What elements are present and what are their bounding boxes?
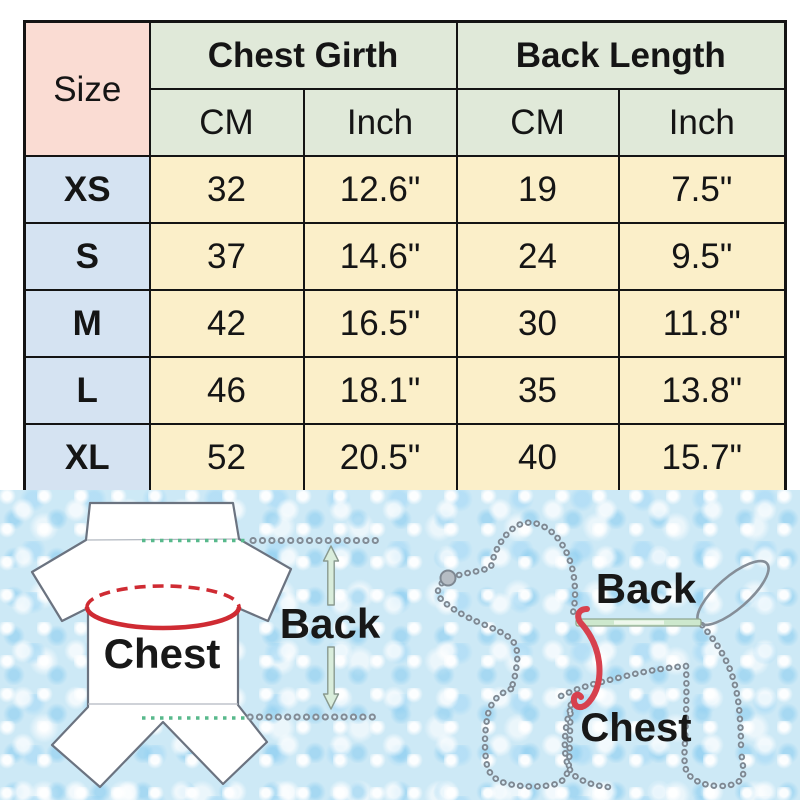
table-row: L 46 18.1" 35 13.8": [23, 356, 787, 425]
measurement-diagram-canvas: Chest Back Back Chest: [30, 501, 770, 800]
back-inch-cell: 9.5": [617, 222, 787, 291]
measurement-diagram: Chest Back Back Chest: [0, 490, 800, 800]
chest-cm-header: CM: [148, 88, 305, 157]
dog-chest-label: Chest: [580, 706, 691, 750]
chest-inch-cell: 12.6": [302, 155, 458, 224]
garment-chest-label: Chest: [104, 630, 221, 677]
table-row: XL 52 20.5" 40 15.7": [23, 423, 787, 493]
back-inch-header: Inch: [617, 88, 787, 157]
chest-cm-cell: 46: [148, 356, 305, 425]
size-cell: XS: [23, 155, 151, 224]
chest-cm-cell: 37: [148, 222, 305, 291]
size-chart-table: Size Chest Girth Back Length CM Inch CM …: [23, 20, 788, 493]
chest-inch-cell: 18.1": [302, 356, 458, 425]
dog-nose: [439, 569, 457, 587]
chest-cm-cell: 42: [148, 289, 305, 358]
back-cm-cell: 40: [455, 423, 620, 493]
table-row: M 42 16.5" 30 11.8": [23, 289, 787, 358]
chest-cm-cell: 52: [148, 423, 305, 493]
chest-girth-ellipse-solid: [84, 606, 242, 631]
size-cell: L: [23, 356, 151, 425]
back-length-header: Back Length: [455, 20, 787, 90]
dog-back-label: Back: [596, 565, 697, 612]
chest-inch-cell: 16.5": [302, 289, 458, 358]
chest-girth-header: Chest Girth: [148, 20, 458, 90]
back-cm-cell: 35: [455, 356, 620, 425]
back-arrow-up: [322, 545, 340, 606]
size-column-header: Size: [23, 20, 151, 157]
back-arrow-down: [322, 646, 340, 710]
back-inch-cell: 11.8": [617, 289, 787, 358]
garment-outline: [30, 501, 293, 789]
chest-inch-cell: 20.5": [302, 423, 458, 493]
table-subheader-row: CM Inch CM Inch: [25, 88, 787, 157]
chest-girth-ellipse-dashed: [85, 584, 241, 608]
back-measure-label: Back: [280, 600, 381, 647]
back-inch-cell: 7.5": [617, 155, 787, 224]
back-inch-cell: 15.7": [617, 423, 787, 493]
back-inch-cell: 13.8": [617, 356, 787, 425]
chest-inch-header: Inch: [302, 88, 458, 157]
back-cm-cell: 24: [455, 222, 620, 291]
back-cm-header: CM: [455, 88, 620, 157]
table-header-row: Size Chest Girth Back Length: [23, 20, 787, 157]
back-cm-cell: 30: [455, 289, 620, 358]
dog-back-line-highlight: [614, 620, 664, 625]
chest-inch-cell: 14.6": [302, 222, 458, 291]
size-cell: S: [23, 222, 151, 291]
size-cell: XL: [23, 423, 151, 493]
size-cell: M: [23, 289, 151, 358]
table-row: XS 32 12.6" 19 7.5": [23, 155, 787, 224]
chest-cm-cell: 32: [148, 155, 305, 224]
dog-chest-curve: [570, 606, 603, 711]
table-row: S 37 14.6" 24 9.5": [23, 222, 787, 291]
back-cm-cell: 19: [455, 155, 620, 224]
